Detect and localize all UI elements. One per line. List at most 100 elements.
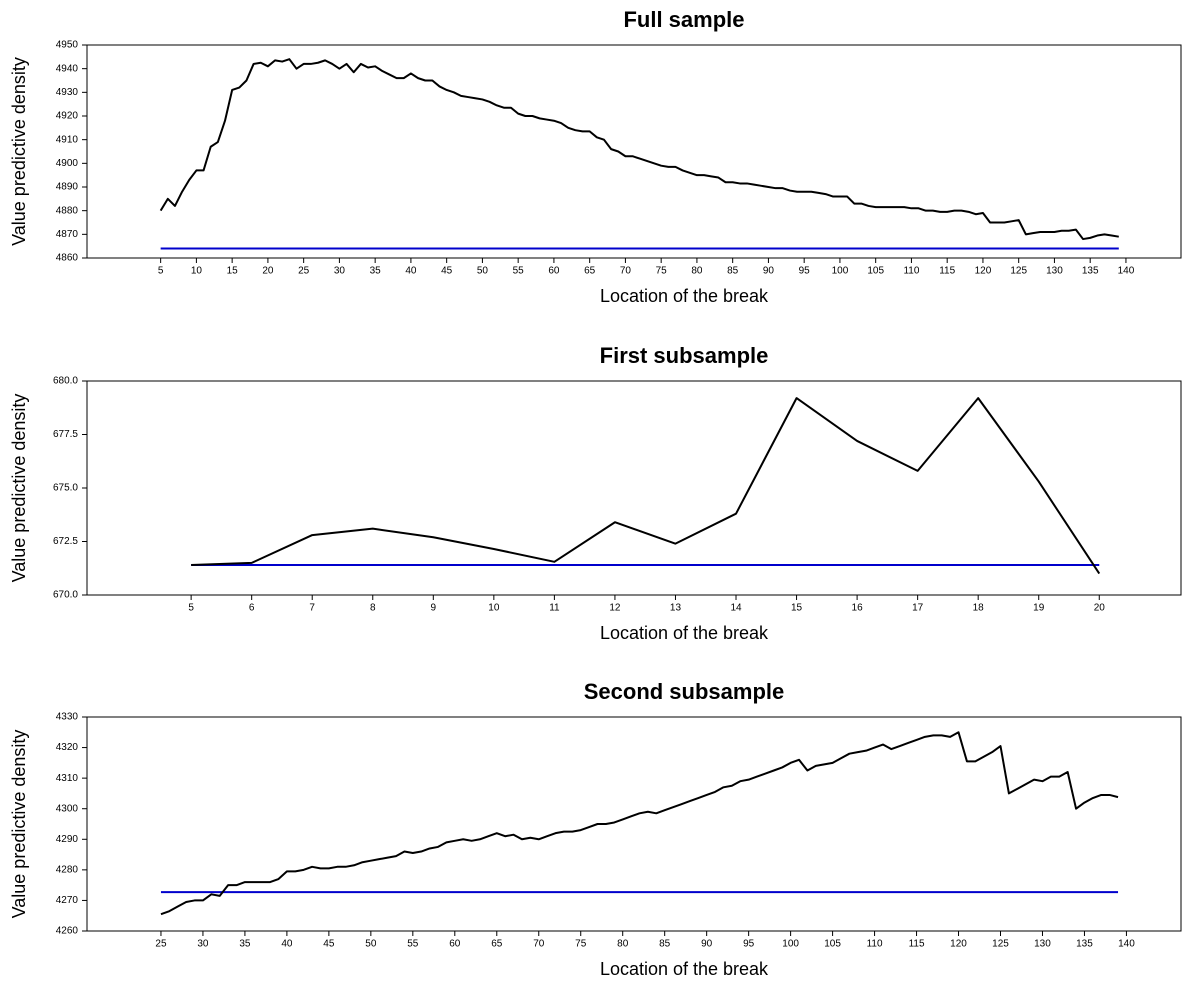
- x-tick-label: 115: [939, 266, 955, 277]
- x-tick-label: 20: [1094, 603, 1106, 614]
- x-tick-label: 105: [824, 939, 841, 950]
- x-tick-label: 50: [477, 266, 489, 277]
- y-tick-label: 4300: [56, 803, 79, 814]
- x-tick-label: 11: [549, 603, 560, 614]
- x-tick-label: 7: [309, 603, 315, 614]
- x-tick-label: 50: [365, 939, 377, 950]
- x-tick-label: 80: [691, 266, 703, 277]
- x-tick-label: 30: [197, 939, 209, 950]
- x-tick-label: 140: [1118, 939, 1135, 950]
- x-tick-label: 130: [1046, 266, 1063, 277]
- y-tick-label: 4290: [56, 834, 79, 845]
- x-tick-label: 85: [727, 266, 739, 277]
- x-tick-label: 35: [239, 939, 251, 950]
- x-tick-label: 55: [513, 266, 525, 277]
- x-tick-label: 25: [298, 266, 310, 277]
- y-tick-label: 4900: [56, 158, 79, 169]
- x-tick-label: 25: [155, 939, 167, 950]
- y-tick-label: 4880: [56, 205, 79, 216]
- data-line: [159, 58, 1119, 241]
- x-tick-label: 60: [449, 939, 461, 950]
- x-tick-label: 120: [950, 939, 967, 950]
- x-tick-label: 80: [617, 939, 629, 950]
- x-tick-label: 35: [370, 266, 382, 277]
- x-tick-label: 15: [227, 266, 239, 277]
- x-tick-label: 17: [912, 603, 924, 614]
- x-tick-label: 140: [1118, 266, 1135, 277]
- x-tick-label: 85: [659, 939, 671, 950]
- y-tick-label: 4260: [56, 926, 79, 937]
- y-tick-label: 4940: [56, 63, 79, 74]
- data-line: [191, 397, 1101, 575]
- y-tick-label: 670.0: [53, 590, 78, 601]
- x-tick-label: 30: [334, 266, 346, 277]
- x-tick-label: 45: [323, 939, 335, 950]
- x-axis-label: Location of the break: [600, 623, 769, 643]
- x-tick-label: 95: [743, 939, 755, 950]
- chart-title: Second subsample: [584, 679, 785, 704]
- y-tick-label: 4890: [56, 182, 79, 193]
- y-tick-label: 4330: [56, 712, 79, 723]
- x-tick-label: 12: [609, 603, 621, 614]
- y-tick-label: 4910: [56, 134, 79, 145]
- x-tick-label: 90: [701, 939, 713, 950]
- x-tick-label: 19: [1033, 603, 1045, 614]
- x-tick-label: 105: [867, 266, 884, 277]
- y-tick-label: 4920: [56, 111, 79, 122]
- x-tick-label: 9: [431, 603, 437, 614]
- x-tick-label: 55: [407, 939, 419, 950]
- x-tick-label: 60: [548, 266, 560, 277]
- x-tick-label: 135: [1076, 939, 1093, 950]
- x-tick-label: 70: [620, 266, 632, 277]
- y-tick-label: 4310: [56, 773, 79, 784]
- x-tick-label: 40: [281, 939, 293, 950]
- x-tick-label: 6: [249, 603, 255, 614]
- y-axis-label: Value predictive density: [9, 730, 29, 919]
- y-tick-label: 4930: [56, 87, 79, 98]
- x-tick-label: 115: [909, 939, 925, 950]
- x-tick-label: 65: [491, 939, 503, 950]
- plot-frame: [86, 44, 1182, 259]
- x-tick-label: 110: [903, 266, 919, 277]
- y-tick-label: 4280: [56, 864, 79, 875]
- y-tick-label: 4270: [56, 895, 79, 906]
- y-tick-label: 672.5: [53, 536, 78, 547]
- x-tick-label: 8: [370, 603, 376, 614]
- x-tick-label: 75: [575, 939, 587, 950]
- x-tick-label: 20: [262, 266, 274, 277]
- data-line: [160, 731, 1119, 916]
- y-axis-label: Value predictive density: [9, 57, 29, 246]
- y-tick-label: 4860: [56, 253, 79, 264]
- y-tick-label: 675.0: [53, 483, 78, 494]
- x-tick-label: 90: [763, 266, 775, 277]
- x-tick-label: 16: [852, 603, 864, 614]
- x-tick-label: 15: [791, 603, 803, 614]
- x-tick-label: 18: [973, 603, 985, 614]
- x-tick-label: 10: [191, 266, 203, 277]
- x-tick-label: 125: [992, 939, 1009, 950]
- x-tick-label: 14: [730, 603, 742, 614]
- x-tick-label: 130: [1034, 939, 1051, 950]
- x-tick-label: 10: [488, 603, 500, 614]
- y-tick-label: 4870: [56, 229, 79, 240]
- x-axis-label: Location of the break: [600, 286, 769, 306]
- x-tick-label: 100: [832, 266, 849, 277]
- chart-title: First subsample: [600, 343, 769, 368]
- x-tick-label: 13: [670, 603, 682, 614]
- x-tick-label: 125: [1010, 266, 1027, 277]
- x-tick-label: 40: [405, 266, 417, 277]
- x-tick-label: 135: [1082, 266, 1099, 277]
- x-tick-label: 120: [975, 266, 992, 277]
- x-tick-label: 100: [782, 939, 799, 950]
- y-tick-label: 4950: [56, 40, 79, 51]
- x-tick-label: 70: [533, 939, 545, 950]
- y-tick-label: 677.5: [53, 429, 78, 440]
- x-tick-label: 75: [656, 266, 668, 277]
- x-tick-label: 65: [584, 266, 596, 277]
- plot-frame: [86, 716, 1182, 932]
- x-tick-label: 95: [799, 266, 811, 277]
- x-axis-label: Location of the break: [600, 959, 769, 979]
- x-tick-label: 5: [188, 603, 194, 614]
- y-tick-label: 680.0: [53, 376, 78, 387]
